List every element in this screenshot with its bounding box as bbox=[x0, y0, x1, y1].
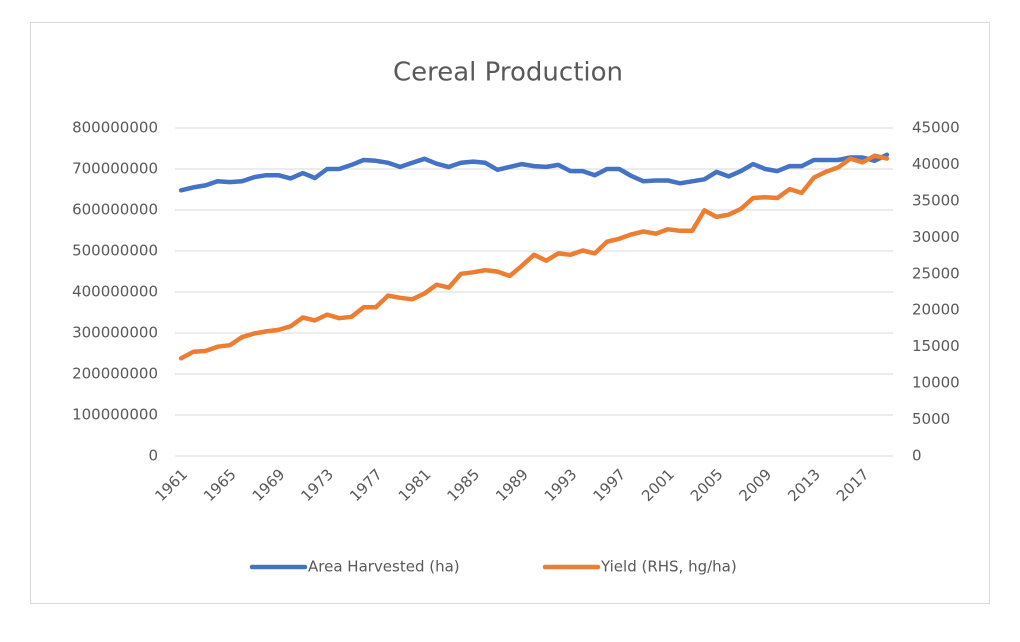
y2-tick-label: 10000 bbox=[912, 374, 960, 392]
y2-tick-label: 15000 bbox=[912, 337, 960, 355]
y2-tick-label: 35000 bbox=[912, 191, 960, 209]
y-tick-label: 600000000 bbox=[72, 201, 158, 219]
y-tick-label: 0 bbox=[148, 447, 158, 465]
y-tick-label: 100000000 bbox=[72, 406, 158, 424]
chart-border bbox=[30, 22, 990, 604]
legend-label: Area Harvested (ha) bbox=[308, 558, 460, 576]
chart-title: Cereal Production bbox=[393, 58, 623, 88]
y-tick-label: 700000000 bbox=[72, 160, 158, 178]
y-tick-label: 200000000 bbox=[72, 365, 158, 383]
series-line bbox=[178, 152, 890, 193]
y2-tick-label: 30000 bbox=[912, 228, 960, 246]
legend-label: Yield (RHS, hg/ha) bbox=[600, 558, 737, 576]
y2-tick-label: 0 bbox=[912, 447, 922, 465]
y-tick-label: 500000000 bbox=[72, 242, 158, 260]
y2-tick-label: 20000 bbox=[912, 301, 960, 319]
y2-tick-label: 25000 bbox=[912, 264, 960, 282]
y-tick-label: 400000000 bbox=[72, 283, 158, 301]
y-tick-label: 300000000 bbox=[72, 324, 158, 342]
y2-tick-label: 5000 bbox=[912, 410, 950, 428]
y2-tick-label: 45000 bbox=[912, 119, 960, 137]
series-line bbox=[178, 153, 890, 361]
y-tick-label: 800000000 bbox=[72, 119, 158, 137]
y2-tick-label: 40000 bbox=[912, 155, 960, 173]
